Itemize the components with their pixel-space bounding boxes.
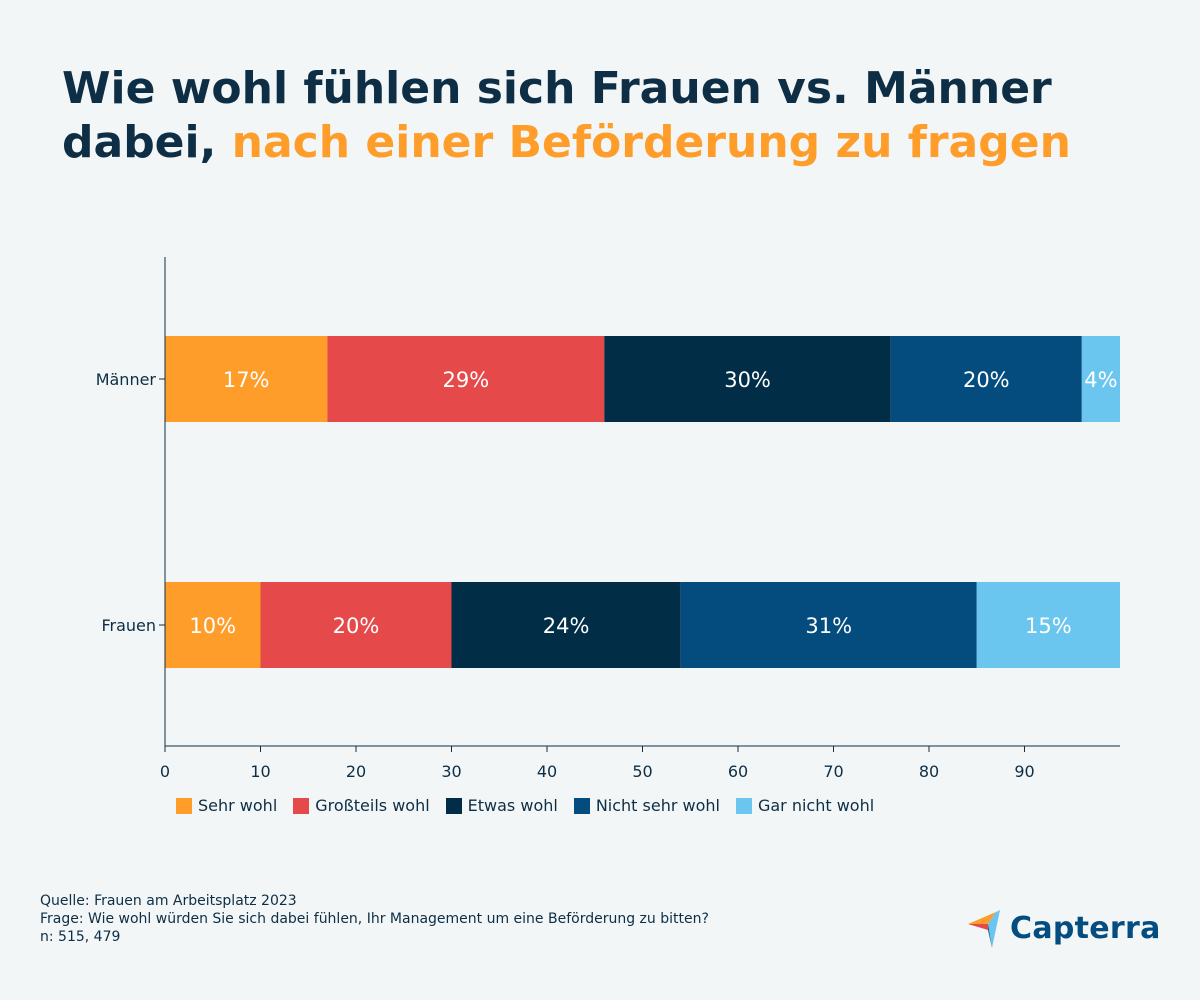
question-note: Frage: Wie wohl würden Sie sich dabei fü… <box>40 911 709 927</box>
chart-title: Wie wohl fühlen sich Frauen vs. Männer d… <box>62 62 1142 170</box>
stacked-bar-chart: 17% 29% 30% 20% 4% 10% 20% 24% 31% 15% Männer Frau… <box>96 257 1120 781</box>
data-label-frauen-0: 10% <box>189 614 236 638</box>
bar-segment-männer-2 <box>604 336 891 422</box>
x-tick-label-70: 70 <box>823 762 843 781</box>
data-label-männer-0: 17% <box>223 368 270 392</box>
x-tick-label-0: 0 <box>160 762 170 781</box>
bar-segment-frauen-2 <box>451 582 681 668</box>
x-tick-label-30: 30 <box>441 762 461 781</box>
data-label-frauen-3: 31% <box>805 614 852 638</box>
sample-size-note: n: 515, 479 <box>40 929 121 945</box>
legend-item-4: Gar nicht wohl <box>735 796 875 815</box>
capterra-wordmark: Capterra <box>1010 910 1161 946</box>
legend-item-1: Großteils wohl <box>293 796 430 815</box>
bar-segment-männer-1 <box>327 336 605 422</box>
data-label-männer-2: 30% <box>724 368 771 392</box>
bar-segment-frauen-1 <box>260 582 452 668</box>
x-tick-label-80: 80 <box>919 762 939 781</box>
x-tick-label-50: 50 <box>632 762 652 781</box>
category-label-frauen: Frauen <box>101 616 156 635</box>
capterra-arrow-icon <box>968 910 1000 948</box>
legend-item-2: Etwas wohl <box>445 796 558 815</box>
bar-segment-frauen-0 <box>165 582 261 668</box>
bar-segment-männer-0 <box>165 336 328 422</box>
legend-label-0: Sehr wohl <box>198 796 278 815</box>
legend-swatch-0 <box>176 797 192 814</box>
capterra-logo: Capterra <box>966 908 1161 948</box>
data-label-männer-3: 20% <box>963 368 1010 392</box>
title-line-2-start: dabei, <box>62 117 217 168</box>
bar-segment-frauen-3 <box>680 582 977 668</box>
legend-swatch-4 <box>735 797 752 814</box>
title-line-1: Wie wohl fühlen sich Frauen vs. Männer <box>62 63 1052 114</box>
footer: Quelle: Frauen am Arbeitsplatz 2023 Frag… <box>40 892 709 946</box>
bar-segment-männer-4 <box>1081 336 1120 422</box>
legend-label-4: Gar nicht wohl <box>757 796 875 815</box>
legend-label-1: Großteils wohl <box>315 796 430 815</box>
legend-item-0: Sehr wohl <box>176 796 277 815</box>
bars-group: 17% 29% 30% 20% 4% 10% 20% 24% 31% 15% <box>165 336 1120 668</box>
legend-label-3: Nicht sehr wohl <box>595 796 720 815</box>
legend-label-2: Etwas wohl <box>467 796 558 815</box>
legend-swatch-1 <box>293 797 310 814</box>
x-tick-label-60: 60 <box>728 762 748 781</box>
x-tick-label-40: 40 <box>537 762 557 781</box>
bar-segment-männer-3 <box>890 336 1082 422</box>
x-tick-label-90: 90 <box>1014 762 1034 781</box>
data-label-männer-1: 29% <box>442 368 489 392</box>
x-tick-label-10: 10 <box>250 762 270 781</box>
title-accent: nach einer Beförderung zu fragen <box>231 117 1071 168</box>
data-label-frauen-1: 20% <box>333 614 380 638</box>
legend: Sehr wohl Großteils wohl Etwas wohl Nicht s… <box>176 796 874 815</box>
source-note: Quelle: Frauen am Arbeitsplatz 2023 <box>40 893 297 909</box>
data-label-frauen-4: 15% <box>1025 614 1072 638</box>
x-tick-label-20: 20 <box>346 762 366 781</box>
legend-swatch-2 <box>445 797 462 814</box>
bar-segment-frauen-4 <box>976 582 1120 668</box>
axes-group: Männer Frauen 0 10 20 30 40 50 60 70 80 90 <box>96 257 1120 781</box>
legend-swatch-3 <box>573 797 590 814</box>
data-label-frauen-2: 24% <box>543 614 590 638</box>
legend-item-3: Nicht sehr wohl <box>573 796 720 815</box>
data-label-männer-4: 4% <box>1084 368 1117 392</box>
category-label-männer: Männer <box>96 370 157 389</box>
